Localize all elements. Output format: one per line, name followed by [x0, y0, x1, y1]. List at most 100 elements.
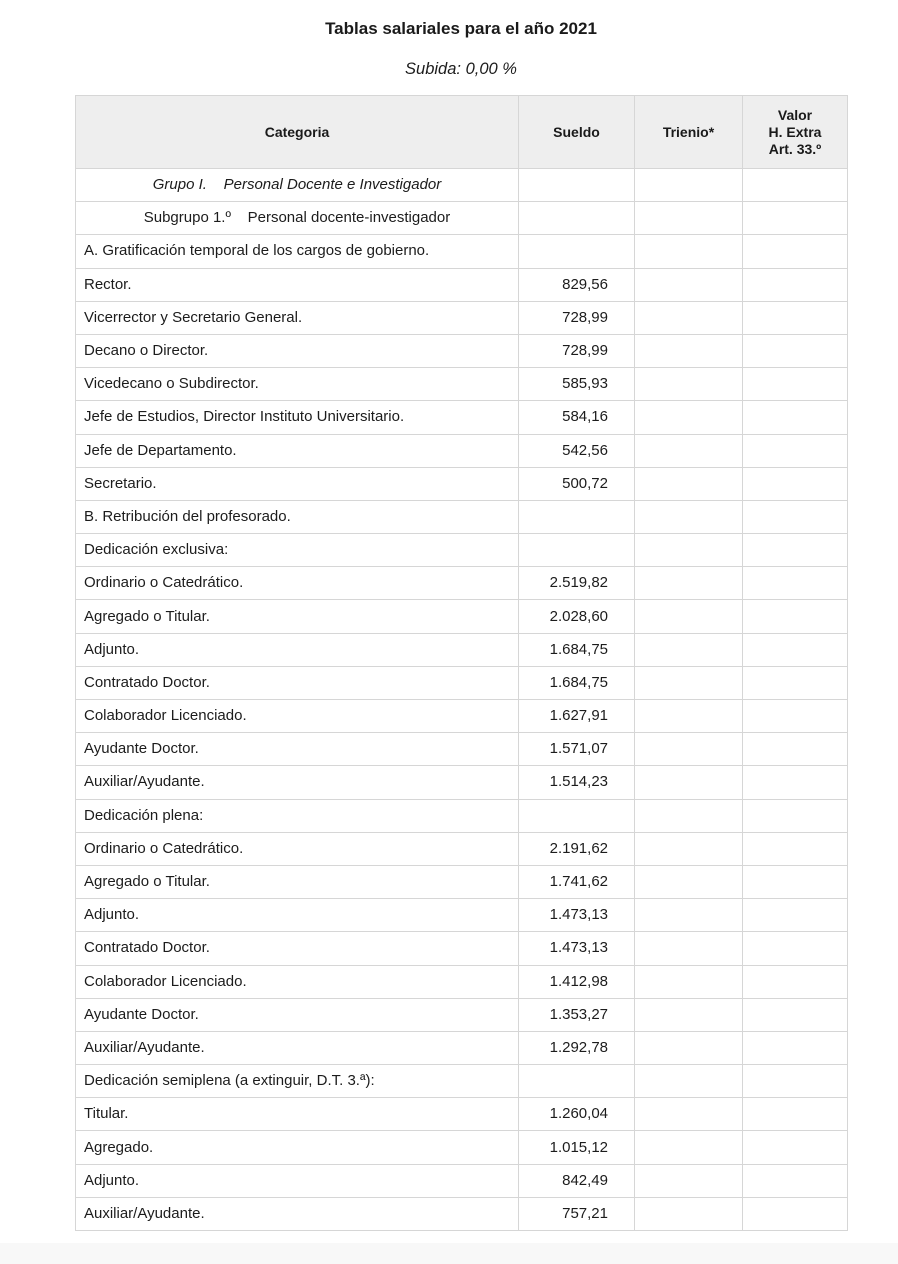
trienio-cell	[634, 267, 743, 302]
column-header-valor-h-extra: Valor H. Extra Art. 33.º	[742, 95, 848, 169]
sueldo-cell: 1.514,23	[518, 765, 635, 800]
valor-h-extra-cell	[742, 167, 848, 203]
salary-table: Categoria Sueldo Trienio* Valor H. Extra…	[75, 95, 848, 1232]
valor-h-extra-cell	[742, 1030, 848, 1066]
table-row: Vicerrector y Secretario General. 728,99	[75, 300, 848, 335]
table-row: Agregado o Titular. 2.028,60	[75, 599, 848, 634]
category-cell: Auxiliar/Ayudante.	[75, 1196, 519, 1232]
sueldo-cell: 1.353,27	[518, 997, 635, 1032]
trienio-cell	[634, 931, 743, 966]
valor-h-extra-cell	[742, 1097, 848, 1132]
page-bottom-strip	[0, 1243, 898, 1264]
valor-h-extra-cell	[742, 864, 848, 900]
trienio-cell	[634, 964, 743, 999]
category-cell: Auxiliar/Ayudante.	[75, 1030, 519, 1066]
trienio-cell	[634, 333, 743, 369]
table-row: Colaborador Licenciado. 1.412,98	[75, 964, 848, 999]
trienio-cell	[634, 1030, 743, 1066]
sueldo-cell: 1.473,13	[518, 931, 635, 966]
table-row: Subgrupo 1.º Personal docente-investigad…	[75, 201, 848, 236]
trienio-cell	[634, 1097, 743, 1132]
table-row: Contratado Doctor. 1.473,13	[75, 931, 848, 966]
table-row: Decano o Director. 728,99	[75, 333, 848, 369]
sueldo-cell: 542,56	[518, 433, 635, 468]
category-cell: Colaborador Licenciado.	[75, 964, 519, 999]
category-cell: Auxiliar/Ayudante.	[75, 765, 519, 800]
category-cell: Vicerrector y Secretario General.	[75, 300, 519, 335]
sueldo-cell: 728,99	[518, 300, 635, 335]
valor-h-extra-cell	[742, 201, 848, 236]
category-cell: Ordinario o Catedrático.	[75, 566, 519, 601]
valor-h-extra-cell	[742, 566, 848, 601]
table-row: Auxiliar/Ayudante. 1.292,78	[75, 1030, 848, 1066]
sueldo-cell: 1.015,12	[518, 1130, 635, 1165]
sueldo-cell: 2.028,60	[518, 599, 635, 634]
trienio-cell	[634, 798, 743, 833]
sueldo-cell: 829,56	[518, 267, 635, 302]
category-cell: Decano o Director.	[75, 333, 519, 369]
table-row: Jefe de Departamento. 542,56	[75, 433, 848, 468]
table-row: Grupo I. Personal Docente e Investigador	[75, 167, 848, 203]
category-cell: Agregado o Titular.	[75, 599, 519, 634]
sueldo-cell: 1.684,75	[518, 632, 635, 667]
sueldo-cell: 842,49	[518, 1163, 635, 1198]
valor-h-extra-cell	[742, 1130, 848, 1165]
trienio-cell	[634, 732, 743, 767]
valor-h-extra-cell	[742, 433, 848, 468]
category-cell: Adjunto.	[75, 632, 519, 667]
sueldo-cell	[518, 167, 635, 203]
category-cell: Ayudante Doctor.	[75, 997, 519, 1032]
table-row: Vicedecano o Subdirector. 585,93	[75, 367, 848, 402]
valor-h-extra-cell	[742, 698, 848, 734]
valor-h-extra-cell	[742, 997, 848, 1032]
category-cell: Contratado Doctor.	[75, 931, 519, 966]
valor-h-extra-cell	[742, 599, 848, 634]
category-cell: Colaborador Licenciado.	[75, 698, 519, 734]
table-row: Adjunto. 1.473,13	[75, 898, 848, 933]
trienio-cell	[634, 765, 743, 800]
document-page: Tablas salariales para el año 2021 Subid…	[75, 0, 848, 1232]
sueldo-cell	[518, 234, 635, 269]
sueldo-cell: 2.519,82	[518, 566, 635, 601]
valor-h-extra-cell	[742, 964, 848, 999]
table-row: Colaborador Licenciado. 1.627,91	[75, 698, 848, 734]
trienio-cell	[634, 665, 743, 701]
valor-h-extra-cell	[742, 798, 848, 833]
trienio-cell	[634, 698, 743, 734]
category-cell: Dedicación exclusiva:	[75, 533, 519, 568]
valor-h-extra-cell	[742, 400, 848, 435]
category-cell: A. Gratificación temporal de los cargos …	[75, 234, 519, 269]
column-header-categoria: Categoria	[75, 95, 519, 169]
trienio-cell	[634, 1130, 743, 1165]
category-cell: Contratado Doctor.	[75, 665, 519, 701]
trienio-cell	[634, 466, 743, 501]
valor-h-extra-cell	[742, 632, 848, 667]
sueldo-cell: 1.292,78	[518, 1030, 635, 1066]
valor-h-extra-cell	[742, 466, 848, 501]
table-row: Agregado. 1.015,12	[75, 1130, 848, 1165]
table-row: Ayudante Doctor. 1.353,27	[75, 997, 848, 1032]
valor-h-extra-cell	[742, 1196, 848, 1232]
valor-h-extra-cell	[742, 831, 848, 866]
table-row: Auxiliar/Ayudante. 1.514,23	[75, 765, 848, 800]
table-row: Secretario. 500,72	[75, 466, 848, 501]
category-cell: Dedicación plena:	[75, 798, 519, 833]
trienio-cell	[634, 632, 743, 667]
sueldo-cell: 585,93	[518, 367, 635, 402]
page-subtitle: Subida: 0,00 %	[405, 60, 517, 78]
trienio-cell	[634, 997, 743, 1032]
category-cell: Vicedecano o Subdirector.	[75, 367, 519, 402]
sueldo-cell: 1.627,91	[518, 698, 635, 734]
category-cell: Titular.	[75, 1097, 519, 1132]
category-cell: B. Retribución del profesorado.	[75, 499, 519, 535]
sueldo-cell: 584,16	[518, 400, 635, 435]
valor-h-extra-cell	[742, 300, 848, 335]
sueldo-cell	[518, 798, 635, 833]
category-cell: Jefe de Departamento.	[75, 433, 519, 468]
table-row: Contratado Doctor. 1.684,75	[75, 665, 848, 701]
sueldo-cell	[518, 499, 635, 535]
trienio-cell	[634, 864, 743, 900]
table-body: Grupo I. Personal Docente e Investigador…	[75, 167, 848, 1232]
trienio-cell	[634, 499, 743, 535]
trienio-cell	[634, 898, 743, 933]
